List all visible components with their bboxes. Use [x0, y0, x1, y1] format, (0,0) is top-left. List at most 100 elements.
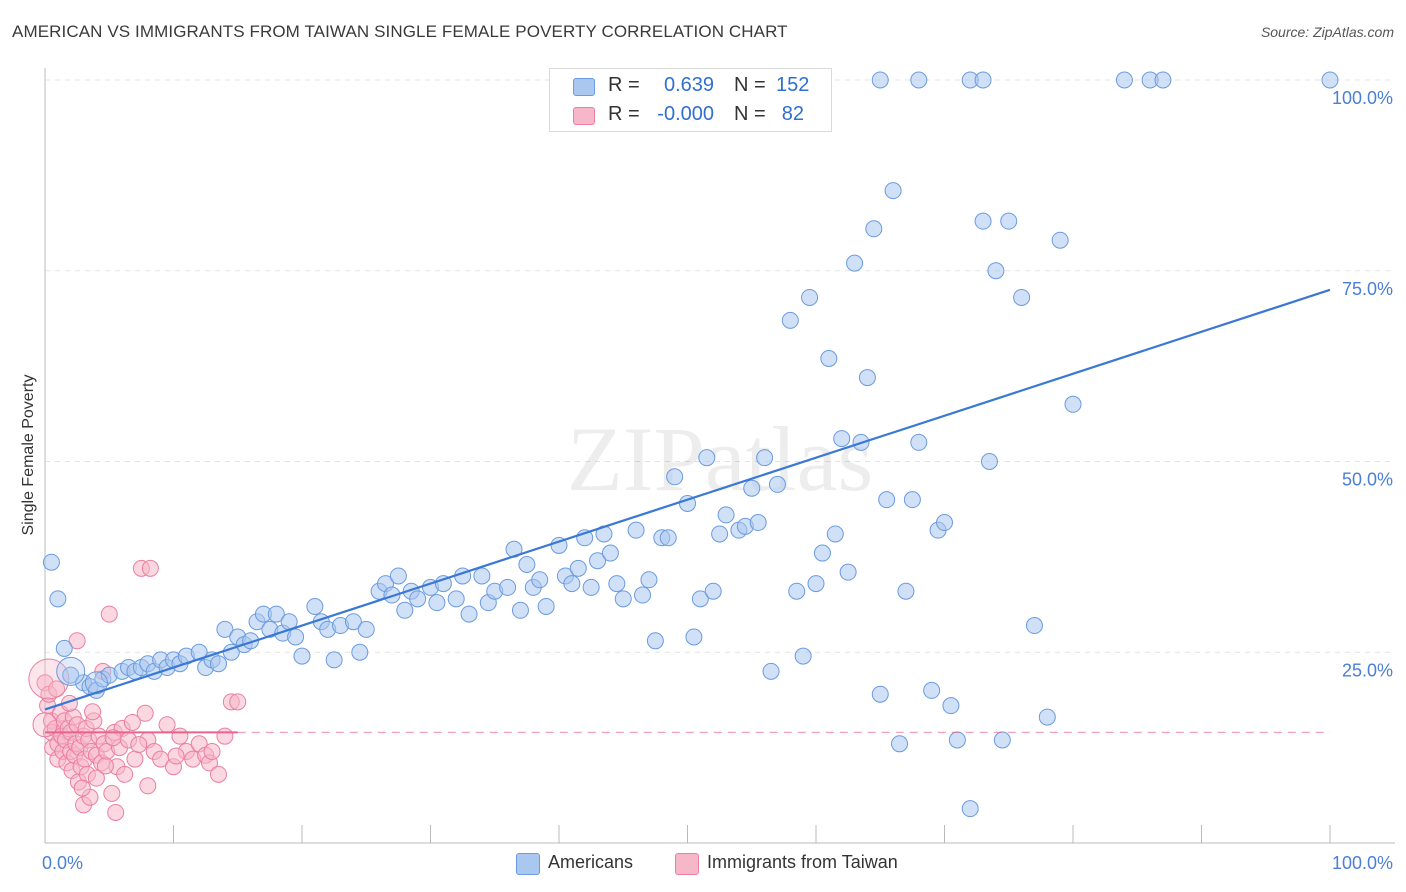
- x-tick-label: 0.0%: [42, 853, 83, 873]
- americans-point: [711, 525, 729, 543]
- legend-n-value-taiwan: 82: [781, 103, 804, 125]
- americans-point: [582, 578, 600, 596]
- americans-point: [743, 479, 761, 497]
- taiwan-point: [68, 632, 86, 650]
- americans-point: [563, 575, 581, 593]
- americans-point: [846, 254, 864, 272]
- americans-point: [717, 506, 735, 524]
- legend-r-value-taiwan: -0.000: [657, 103, 714, 125]
- americans-point: [685, 628, 703, 646]
- americans-point: [762, 662, 780, 680]
- americans-point: [865, 220, 883, 238]
- americans-point: [589, 552, 607, 570]
- x-tick-label: 100.0%: [1332, 853, 1393, 873]
- immigrants-from-taiwan-points: [28, 559, 247, 821]
- americans-point: [961, 800, 979, 818]
- taiwan-point: [87, 769, 105, 787]
- americans-point: [756, 449, 774, 467]
- americans-point: [1038, 708, 1056, 726]
- americans-point: [993, 731, 1011, 749]
- americans-point: [936, 514, 953, 532]
- americans-point: [948, 731, 966, 749]
- americans-point: [910, 71, 928, 89]
- americans-point: [351, 643, 369, 661]
- y-tick-label: 100.0%: [1332, 88, 1393, 108]
- taiwan-point: [139, 777, 157, 795]
- americans-point: [903, 491, 921, 509]
- americans-point: [788, 582, 806, 600]
- taiwan-point: [229, 693, 247, 711]
- americans-point: [646, 632, 664, 650]
- gridlines: [45, 79, 1395, 653]
- americans-point: [537, 597, 555, 615]
- legend-r-value-americans: 0.639: [663, 74, 714, 96]
- americans-point: [293, 647, 311, 665]
- y-tick-label: 75.0%: [1342, 279, 1393, 299]
- americans-point: [389, 567, 407, 585]
- taiwan-point: [104, 729, 122, 747]
- americans-point: [267, 605, 285, 623]
- americans-point: [55, 639, 73, 657]
- taiwan-point: [167, 747, 185, 765]
- americans-point: [209, 655, 227, 673]
- americans-point: [216, 620, 234, 638]
- americans-point: [974, 212, 992, 230]
- americans-point: [357, 620, 375, 638]
- americans-point: [447, 590, 465, 608]
- americans-point: [473, 567, 491, 585]
- americans-point: [1115, 71, 1133, 89]
- chart-title: AMERICAN VS IMMIGRANTS FROM TAIWAN SINGL…: [12, 22, 788, 41]
- legend-n-label: N =: [734, 74, 766, 96]
- taiwan-point: [136, 704, 154, 722]
- americans-point: [897, 582, 915, 600]
- taiwan-point: [116, 765, 134, 783]
- legend-swatch-pink: [573, 107, 595, 125]
- americans-point: [801, 288, 819, 306]
- trend-lines: [44, 288, 1331, 734]
- americans-point: [833, 430, 851, 448]
- americans-point: [49, 590, 67, 608]
- americans-point: [428, 594, 446, 612]
- taiwan-point: [158, 716, 176, 734]
- axes: [44, 68, 1395, 844]
- taiwan-point: [171, 727, 189, 745]
- americans-point: [839, 563, 857, 581]
- americans-point: [569, 559, 587, 577]
- americans-point: [518, 556, 536, 574]
- legend-swatch-blue: [573, 78, 595, 96]
- americans-point: [640, 571, 658, 589]
- americans-point: [666, 468, 684, 486]
- americans-point: [511, 601, 529, 619]
- taiwan-point: [130, 736, 148, 754]
- americans-point: [396, 601, 414, 619]
- americans-point: [942, 697, 960, 715]
- americans-point: [1064, 395, 1082, 413]
- americans-point: [614, 590, 632, 608]
- americans-point: [409, 590, 427, 608]
- y-tick-label: 50.0%: [1342, 470, 1393, 490]
- americans-point: [627, 521, 645, 539]
- taiwan-point: [126, 750, 144, 768]
- americans-point: [704, 582, 722, 600]
- bottom-legend-taiwan: Immigrants from Taiwan: [707, 852, 898, 872]
- taiwan-point: [73, 779, 91, 797]
- americans-point: [891, 735, 909, 753]
- watermark: ZIPatlas: [567, 408, 874, 510]
- taiwan-point: [100, 605, 118, 623]
- americans-point: [306, 597, 324, 615]
- americans-point: [634, 586, 652, 604]
- americans-point: [858, 369, 876, 387]
- americans-point: [62, 666, 80, 684]
- americans-point: [871, 71, 889, 89]
- legend-row-americans: R = 0.639 N = 152: [550, 71, 831, 101]
- americans-point: [980, 453, 998, 470]
- taiwan-point: [203, 742, 221, 760]
- americans-point: [1051, 231, 1069, 249]
- americans-point: [923, 681, 941, 699]
- americans-point-cluster: [56, 656, 86, 686]
- legend-r-label: R =: [608, 74, 640, 96]
- tick-labels: 25.0% 50.0% 75.0% 100.0% 0.0% 100.0%: [42, 88, 1393, 873]
- americans-point: [878, 491, 896, 509]
- taiwan-point: [141, 559, 159, 577]
